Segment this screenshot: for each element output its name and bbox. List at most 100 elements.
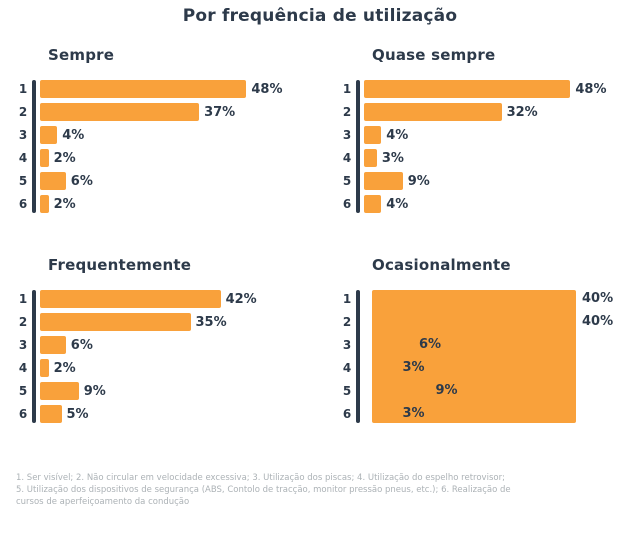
- chart-row: 2 35%: [16, 313, 316, 331]
- bar: [40, 195, 49, 213]
- chart-row: 1 42%: [16, 290, 316, 308]
- subchart-ocasionalmente: Ocasionalmente 1 2 3 4 5 6 40% 40% 6% 3% 9% 3%: [340, 256, 632, 423]
- value-label: 3%: [381, 150, 404, 166]
- bar: [40, 382, 79, 400]
- value-label: 4%: [386, 196, 409, 212]
- category-label: 4: [342, 361, 352, 375]
- chart-row: 6 5%: [16, 405, 316, 423]
- value-label: 3%: [402, 406, 425, 421]
- category-label: 4: [342, 151, 352, 165]
- value-label: 40%: [582, 314, 614, 329]
- chart-row: 3: [340, 336, 632, 354]
- footnote-line: 1. Ser visível; 2. Não circular em veloc…: [16, 473, 505, 483]
- subchart-frequentemente: Frequentemente 1 42% 2 35% 3 6% 4 2% 5 9% 6 5%: [16, 256, 316, 423]
- category-label: 3: [18, 128, 28, 142]
- category-label: 3: [342, 338, 352, 352]
- subchart-title: Frequentemente: [48, 256, 192, 274]
- chart-row: 4 2%: [16, 359, 316, 377]
- bar: [40, 336, 66, 354]
- value-label: 4%: [386, 127, 409, 143]
- bar: [40, 103, 200, 121]
- subchart-title: Quase sempre: [372, 46, 496, 64]
- chart-row: 4: [340, 359, 632, 377]
- chart-row: 1 48%: [16, 80, 316, 98]
- footnote-line: 5. Utilização dos dispositivos de segura…: [16, 485, 511, 495]
- value-label: 6%: [70, 173, 93, 189]
- category-label: 6: [18, 197, 28, 211]
- category-label: 5: [18, 174, 28, 188]
- footnote-line: cursos de aperfeiçoamento da condução: [16, 497, 190, 507]
- bar: [364, 149, 377, 167]
- value-label: 2%: [53, 150, 76, 166]
- solid-bar-block: [372, 290, 576, 423]
- category-label: 2: [342, 105, 352, 119]
- value-label: 42%: [225, 291, 257, 307]
- chart-row: 3 4%: [340, 126, 632, 144]
- bar: [40, 313, 191, 331]
- value-label: 48%: [251, 81, 283, 97]
- chart-row: 2 37%: [16, 103, 316, 121]
- bar: [40, 80, 247, 98]
- value-label: 40%: [582, 291, 614, 306]
- bar: [40, 290, 221, 308]
- subchart-quase-sempre: Quase sempre 1 48% 2 32% 3 4% 4 3% 5 9% 6 4%: [340, 46, 632, 213]
- rows: 1 42% 2 35% 3 6% 4 2% 5 9% 6 5%: [16, 290, 316, 423]
- value-label: 2%: [53, 360, 76, 376]
- chart-row: 5: [340, 382, 632, 400]
- value-label: 6%: [70, 337, 93, 353]
- category-label: 6: [342, 197, 352, 211]
- value-label: 37%: [204, 104, 236, 120]
- chart-row: 6 2%: [16, 195, 316, 213]
- plot-area: 1 42% 2 35% 3 6% 4 2% 5 9% 6 5%: [16, 290, 316, 423]
- bar: [364, 172, 403, 190]
- subchart-title: Ocasionalmente: [372, 256, 511, 274]
- bar: [40, 405, 62, 423]
- category-label: 2: [18, 105, 28, 119]
- category-label: 4: [18, 361, 28, 375]
- chart-row: 4 2%: [16, 149, 316, 167]
- plot-area: 1 48% 2 37% 3 4% 4 2% 5 6% 6 2%: [16, 80, 316, 213]
- category-label: 1: [18, 82, 28, 96]
- category-label: 6: [18, 407, 28, 421]
- y-axis-line: [356, 290, 360, 423]
- chart-row: 5 9%: [340, 172, 632, 190]
- rows: 1 48% 2 37% 3 4% 4 2% 5 6% 6 2%: [16, 80, 316, 213]
- category-label: 6: [342, 407, 352, 421]
- value-label: 2%: [53, 196, 76, 212]
- bar: [364, 195, 382, 213]
- y-axis-line: [32, 80, 36, 213]
- value-label: 9%: [435, 383, 458, 398]
- category-label: 1: [342, 292, 352, 306]
- chart-row: 5 9%: [16, 382, 316, 400]
- category-label: 5: [342, 174, 352, 188]
- value-label: 6%: [419, 337, 442, 352]
- chart-row: 2: [340, 313, 632, 331]
- chart-row: 4 3%: [340, 149, 632, 167]
- bar: [40, 149, 49, 167]
- y-axis-line: [32, 290, 36, 423]
- value-label: 9%: [83, 383, 106, 399]
- category-label: 4: [18, 151, 28, 165]
- subchart-sempre: Sempre 1 48% 2 37% 3 4% 4 2% 5 6% 6 2%: [16, 46, 316, 213]
- value-label: 3%: [402, 360, 425, 375]
- bar: [364, 103, 502, 121]
- bar: [40, 359, 49, 377]
- subchart-title: Sempre: [48, 46, 115, 64]
- chart-row: 5 6%: [16, 172, 316, 190]
- value-label: 32%: [506, 104, 538, 120]
- chart-row: 6: [340, 405, 632, 423]
- category-label: 3: [342, 128, 352, 142]
- bar: [40, 126, 58, 144]
- bar: [364, 80, 571, 98]
- footnote: 1. Ser visível; 2. Não circular em veloc…: [16, 472, 620, 508]
- plot-area: 1 2 3 4 5 6 40% 40% 6% 3% 9% 3%: [340, 290, 632, 423]
- chart-row: 6 4%: [340, 195, 632, 213]
- chart-row: 1 48%: [340, 80, 632, 98]
- value-label: 35%: [195, 314, 227, 330]
- category-label: 1: [18, 292, 28, 306]
- chart-title: Por frequência de utilização: [182, 6, 458, 26]
- category-label: 5: [18, 384, 28, 398]
- bar: [364, 126, 382, 144]
- chart-row: 1: [340, 290, 632, 308]
- value-label: 5%: [66, 406, 89, 422]
